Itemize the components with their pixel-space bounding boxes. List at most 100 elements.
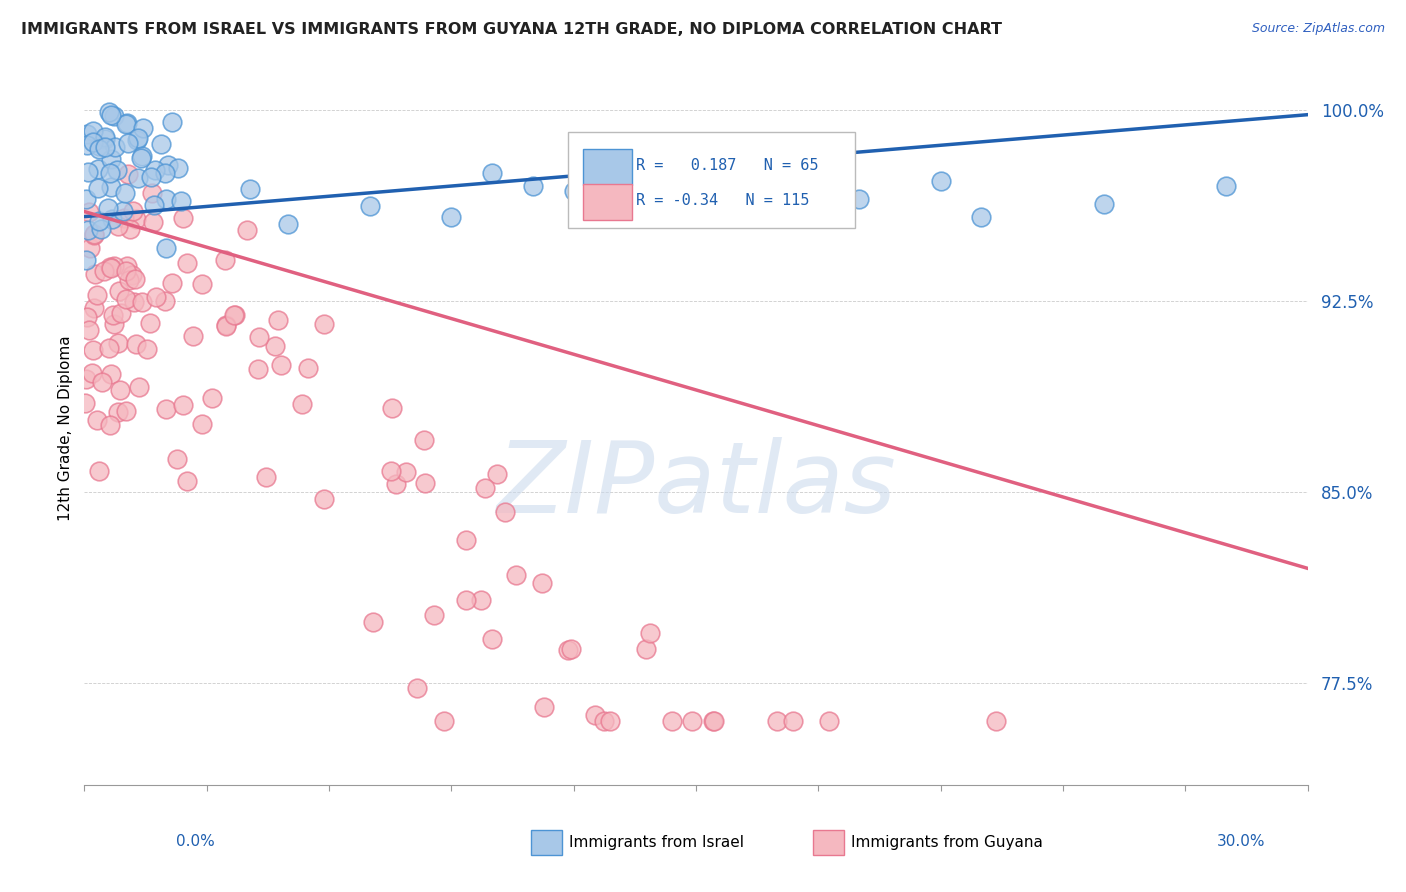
Point (125, 212, 148, 227)
Point (117, 167, 139, 181)
Point (112, 204, 135, 219)
Point (681, 714, 703, 729)
Point (970, 210, 993, 224)
Point (155, 401, 177, 416)
Point (76, 128, 98, 142)
Text: R = -0.34   N = 115: R = -0.34 N = 115 (636, 194, 810, 208)
Point (560, 642, 582, 657)
Point (170, 194, 193, 208)
Point (380, 464, 402, 478)
Point (505, 568, 527, 582)
Point (73, 396, 96, 410)
Point (127, 131, 149, 145)
Point (166, 161, 188, 175)
Point (136, 342, 159, 356)
Point (142, 215, 165, 229)
Text: 30.0%: 30.0% (1218, 834, 1265, 849)
Point (247, 330, 270, 344)
Point (132, 120, 155, 135)
Point (214, 253, 236, 268)
Point (277, 217, 299, 231)
Point (384, 477, 406, 491)
Point (363, 615, 385, 630)
Point (97, 341, 120, 355)
Point (117, 136, 139, 150)
Point (90, 222, 112, 236)
Point (112, 211, 135, 225)
Point (90, 375, 112, 389)
Point (562, 184, 585, 198)
Point (122, 294, 145, 309)
Text: Immigrants from Guyana: Immigrants from Guyana (851, 836, 1042, 850)
Point (87, 139, 110, 153)
Point (93, 140, 115, 154)
FancyBboxPatch shape (583, 149, 633, 185)
FancyBboxPatch shape (568, 132, 855, 228)
Point (77, 205, 100, 219)
Point (128, 380, 150, 394)
Text: 0.0%: 0.0% (176, 834, 215, 849)
Point (638, 625, 661, 640)
Point (201, 392, 224, 406)
Point (115, 259, 138, 273)
Point (1215, 179, 1237, 194)
Point (100, 260, 122, 275)
Text: R =   0.187   N = 65: R = 0.187 N = 65 (636, 158, 818, 173)
Point (121, 204, 143, 219)
Point (155, 193, 177, 207)
Point (108, 284, 131, 298)
Point (76, 310, 98, 324)
Point (87, 214, 110, 228)
Point (76, 138, 98, 153)
Point (685, 192, 707, 206)
Point (236, 223, 259, 237)
Point (181, 328, 204, 343)
Point (474, 481, 496, 495)
Point (98, 417, 121, 432)
Point (481, 166, 503, 180)
Point (817, 714, 839, 729)
Point (139, 317, 162, 331)
Point (89, 464, 111, 478)
Point (100, 152, 122, 166)
Point (267, 312, 290, 326)
Point (115, 292, 138, 306)
Point (433, 714, 456, 729)
Point (87, 142, 110, 156)
Point (105, 162, 128, 177)
Point (80, 366, 103, 380)
Point (100, 367, 122, 381)
Point (86, 288, 108, 302)
Point (848, 192, 870, 206)
Point (103, 109, 125, 123)
Point (222, 308, 245, 322)
Point (75, 253, 97, 268)
Point (634, 641, 657, 656)
Y-axis label: 12th Grade, No Diploma: 12th Grade, No Diploma (58, 335, 73, 521)
Point (224, 308, 246, 322)
Point (98, 260, 121, 274)
Text: Source: ZipAtlas.com: Source: ZipAtlas.com (1251, 22, 1385, 36)
Point (93, 130, 115, 145)
Point (127, 133, 149, 147)
Point (984, 714, 1007, 729)
Point (522, 179, 544, 194)
Point (107, 219, 129, 234)
Point (83, 227, 105, 242)
Point (121, 268, 143, 282)
Point (456, 533, 478, 547)
Point (145, 162, 167, 177)
Point (172, 398, 194, 412)
Point (172, 211, 194, 225)
Point (486, 467, 509, 482)
Point (807, 204, 830, 219)
Point (115, 117, 138, 131)
Point (100, 108, 122, 122)
Point (215, 318, 238, 332)
Point (191, 277, 214, 291)
Point (297, 360, 319, 375)
Point (114, 186, 136, 200)
Point (101, 212, 124, 227)
Point (314, 491, 336, 506)
Point (153, 166, 176, 180)
